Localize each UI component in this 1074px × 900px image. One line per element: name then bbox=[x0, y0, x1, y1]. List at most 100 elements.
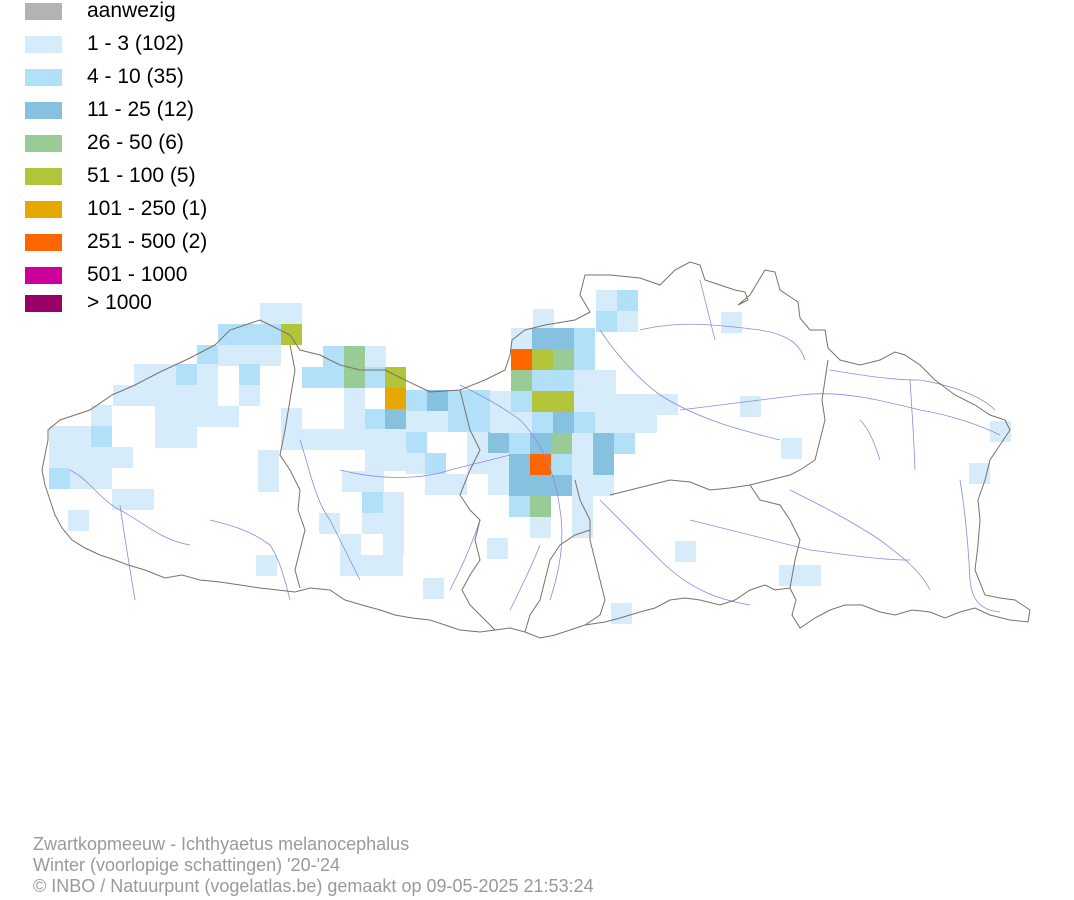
grid-cell bbox=[488, 432, 509, 453]
grid-cell bbox=[553, 412, 574, 433]
grid-cell bbox=[406, 453, 427, 474]
grid-cell bbox=[176, 364, 197, 385]
river bbox=[639, 323, 806, 361]
river bbox=[339, 454, 511, 478]
grid-cell bbox=[969, 463, 990, 484]
grid-cell bbox=[260, 303, 302, 324]
species-title: Zwartkopmeeuw - Ichthyaetus melanocephal… bbox=[33, 834, 410, 854]
grid-cell bbox=[509, 454, 530, 496]
grid-cell bbox=[596, 311, 617, 332]
grid-cell bbox=[68, 510, 89, 531]
legend-label: 26 - 50 (6) bbox=[87, 131, 184, 154]
grid-cell bbox=[113, 385, 218, 406]
grid-cell bbox=[256, 555, 277, 576]
river bbox=[789, 489, 931, 591]
grid-cell bbox=[572, 454, 593, 475]
river bbox=[209, 519, 291, 601]
grid-cell bbox=[448, 390, 490, 411]
legend-label: 251 - 500 (2) bbox=[87, 230, 208, 253]
grid-cell bbox=[425, 453, 446, 474]
province-border bbox=[524, 529, 591, 633]
legend-swatch bbox=[25, 36, 62, 53]
grid-cell bbox=[218, 324, 281, 345]
river bbox=[829, 369, 996, 411]
legend-swatch bbox=[25, 168, 62, 185]
grid-cell bbox=[342, 471, 384, 492]
grid-cell bbox=[383, 534, 404, 555]
legend-swatch bbox=[25, 69, 62, 86]
grid-cell bbox=[490, 412, 532, 433]
legend-label: aanwezig bbox=[87, 0, 176, 22]
grid-cell bbox=[281, 324, 302, 345]
province-border bbox=[749, 484, 801, 589]
grid-cells bbox=[49, 290, 1011, 624]
grid-cell bbox=[487, 538, 508, 559]
grid-cell bbox=[532, 328, 574, 349]
grid-cell bbox=[365, 346, 386, 367]
grid-cell bbox=[574, 370, 616, 391]
grid-cell bbox=[365, 367, 386, 388]
grid-cell bbox=[740, 396, 761, 417]
legend-swatch bbox=[25, 102, 62, 119]
grid-cell bbox=[721, 312, 742, 333]
grid-cell bbox=[574, 391, 616, 412]
grid-cell bbox=[155, 427, 197, 448]
grid-cell bbox=[488, 474, 509, 495]
grid-cell bbox=[511, 349, 532, 370]
legend-label: 11 - 25 (12) bbox=[87, 98, 194, 121]
grid-cell bbox=[593, 433, 614, 475]
grid-cell bbox=[448, 411, 490, 432]
season-subtitle: Winter (voorlopige schattingen) '20-'24 bbox=[33, 855, 341, 875]
grid-cell bbox=[427, 390, 448, 411]
grid-cell bbox=[197, 345, 218, 366]
grid-cell bbox=[532, 349, 553, 370]
grid-cell bbox=[509, 433, 530, 454]
grid-cell bbox=[509, 496, 530, 517]
grid-cell bbox=[239, 385, 260, 406]
river bbox=[449, 519, 481, 591]
river bbox=[459, 384, 563, 601]
river bbox=[509, 544, 541, 611]
grid-cell bbox=[406, 390, 427, 411]
grid-cell bbox=[530, 454, 551, 475]
grid-cell bbox=[490, 391, 511, 412]
map-legend: aanwezig 1 - 3 (102) 4 - 10 (35) 11 - 25… bbox=[0, 0, 320, 320]
copyright-line: © INBO / Natuurpunt (vogelatlas.be) gema… bbox=[33, 876, 594, 896]
grid-cell bbox=[406, 411, 448, 432]
grid-cell bbox=[553, 349, 574, 370]
grid-cell bbox=[781, 438, 802, 459]
rivers bbox=[69, 279, 1001, 613]
grid-cell bbox=[362, 513, 404, 534]
grid-cell bbox=[574, 328, 595, 349]
grid-cell bbox=[779, 565, 821, 586]
legend-label: 4 - 10 (35) bbox=[87, 65, 184, 88]
grid-cell bbox=[365, 450, 407, 471]
river bbox=[909, 379, 916, 471]
legend-label: > 1000 bbox=[87, 291, 152, 314]
grid-cell bbox=[511, 391, 532, 412]
grid-cell bbox=[385, 367, 406, 388]
grid-cell bbox=[239, 364, 260, 385]
flanders-outline bbox=[41, 261, 1031, 639]
grid-cell bbox=[596, 290, 617, 311]
river bbox=[859, 419, 881, 461]
grid-cell bbox=[511, 328, 532, 349]
province-border bbox=[574, 479, 606, 626]
grid-cell bbox=[258, 450, 279, 492]
province-border bbox=[609, 359, 829, 496]
grid-cell bbox=[532, 412, 553, 433]
grid-cell bbox=[617, 311, 638, 332]
grid-cell bbox=[70, 468, 112, 489]
grid-cell bbox=[616, 394, 678, 415]
grid-cell bbox=[532, 391, 574, 412]
grid-cell bbox=[530, 496, 551, 517]
region-borders bbox=[41, 261, 1031, 639]
river bbox=[689, 519, 911, 561]
legend-label: 51 - 100 (5) bbox=[87, 164, 196, 187]
river bbox=[119, 504, 136, 601]
legend-swatch bbox=[25, 135, 62, 152]
grid-cell bbox=[112, 489, 154, 510]
grid-cell bbox=[383, 492, 404, 513]
grid-cell bbox=[49, 447, 133, 468]
